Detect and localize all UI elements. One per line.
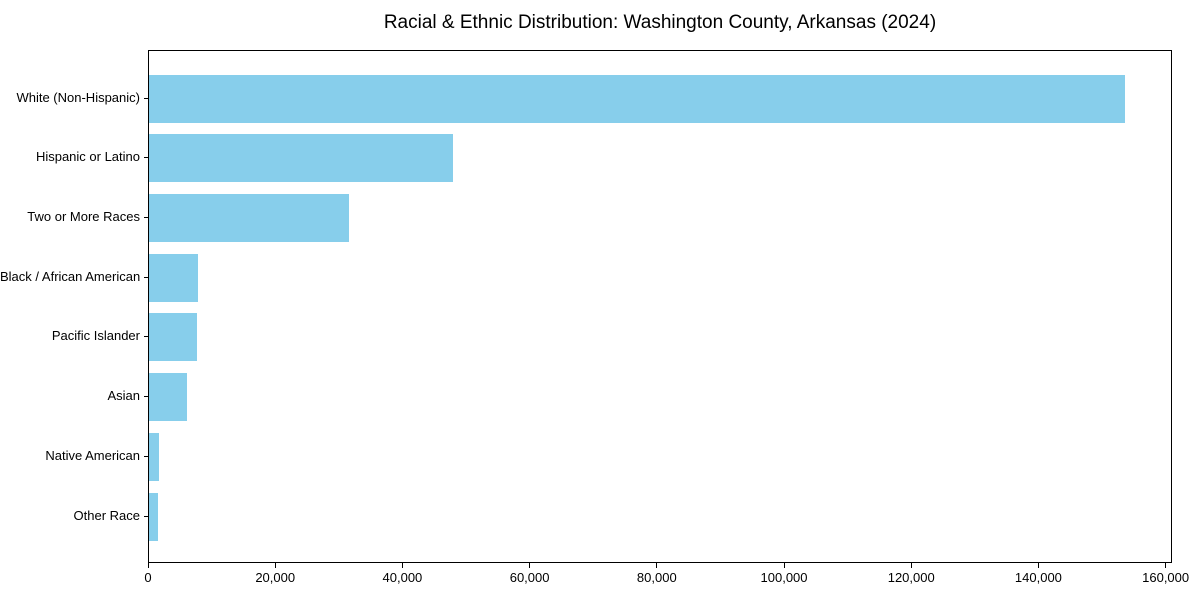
y-tick-label-two-or-more-races: Two or More Races — [27, 208, 140, 224]
y-tick-mark — [144, 396, 148, 398]
y-tick-label-asian: Asian — [107, 388, 140, 404]
x-tick-mark — [147, 563, 149, 568]
x-tick-label-60-000: 60,000 — [509, 570, 550, 585]
bar-asian — [149, 373, 188, 422]
x-tick-mark — [274, 563, 276, 568]
bar-white-non-hispanic — [149, 74, 1126, 123]
y-tick-mark — [144, 336, 148, 338]
y-tick-mark — [144, 455, 148, 457]
x-tick-label-160-000: 160,000 — [1142, 570, 1190, 585]
x-tick-mark — [910, 563, 912, 568]
y-tick-mark — [144, 276, 148, 278]
y-tick-label-black-african-american: Black / African American — [0, 268, 141, 284]
bar-native-american — [149, 432, 160, 481]
x-tick-label-40-000: 40,000 — [382, 570, 423, 585]
x-tick-mark — [401, 563, 403, 568]
y-tick-label-white-non-hispanic: White (Non-Hispanic) — [16, 89, 140, 105]
x-tick-mark — [1165, 563, 1167, 568]
x-tick-label-100-000: 100,000 — [760, 570, 808, 585]
y-tick-mark — [144, 97, 148, 99]
y-tick-label-hispanic-or-latino: Hispanic or Latino — [35, 149, 140, 165]
x-tick-label-140-000: 140,000 — [1014, 570, 1062, 585]
x-tick-mark — [656, 563, 658, 568]
y-tick-label-pacific-islander: Pacific Islander — [51, 328, 140, 344]
y-tick-mark — [144, 515, 148, 517]
bar-pacific-islander — [149, 313, 197, 362]
x-tick-label-0: 0 — [144, 570, 152, 585]
y-tick-mark — [144, 157, 148, 159]
x-tick-label-20-000: 20,000 — [255, 570, 296, 585]
x-tick-mark — [1037, 563, 1039, 568]
x-tick-mark — [529, 563, 531, 568]
x-tick-label-80-000: 80,000 — [636, 570, 677, 585]
bar-hispanic-or-latino — [149, 134, 454, 183]
chart-title: Racial & Ethnic Distribution: Washington… — [383, 12, 937, 33]
bar-black-african-american — [149, 253, 198, 302]
y-tick-label-other-race: Other Race — [73, 507, 140, 523]
plot-area — [148, 50, 1172, 563]
x-tick-mark — [783, 563, 785, 568]
x-tick-label-120-000: 120,000 — [887, 570, 935, 585]
bar-two-or-more-races — [149, 193, 350, 242]
bar-other-race — [149, 492, 158, 541]
y-tick-mark — [144, 216, 148, 218]
y-tick-label-native-american: Native American — [45, 447, 140, 463]
